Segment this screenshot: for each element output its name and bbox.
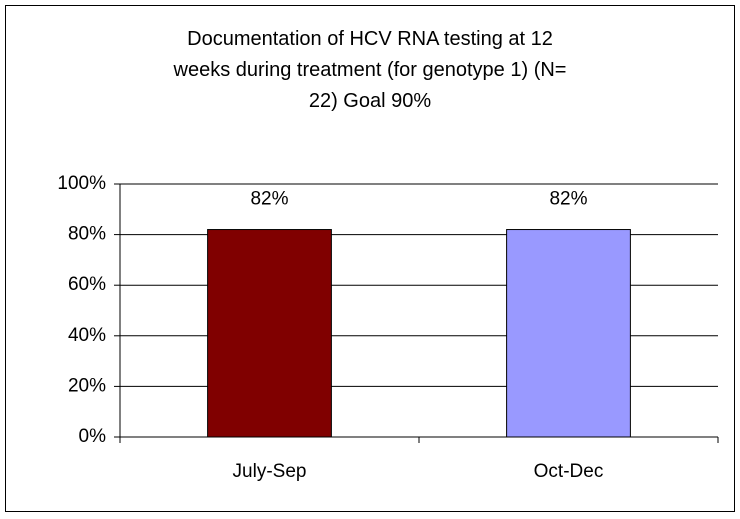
y-tick-label: 0% — [79, 426, 107, 447]
chart-title: Documentation of HCV RNA testing at 12 w… — [173, 28, 567, 112]
y-tick-label: 80% — [68, 224, 106, 245]
bar — [506, 229, 631, 438]
y-tick-label: 40% — [68, 325, 106, 346]
data-label: 82% — [549, 189, 587, 210]
bar — [207, 229, 332, 438]
y-tick-label: 20% — [68, 375, 106, 396]
data-label: 82% — [250, 189, 288, 210]
y-tick-label: 60% — [68, 274, 106, 295]
x-tick-label: July-Sep — [233, 461, 307, 482]
x-tick-label: Oct-Dec — [534, 461, 604, 482]
y-tick-label: 100% — [57, 173, 106, 194]
